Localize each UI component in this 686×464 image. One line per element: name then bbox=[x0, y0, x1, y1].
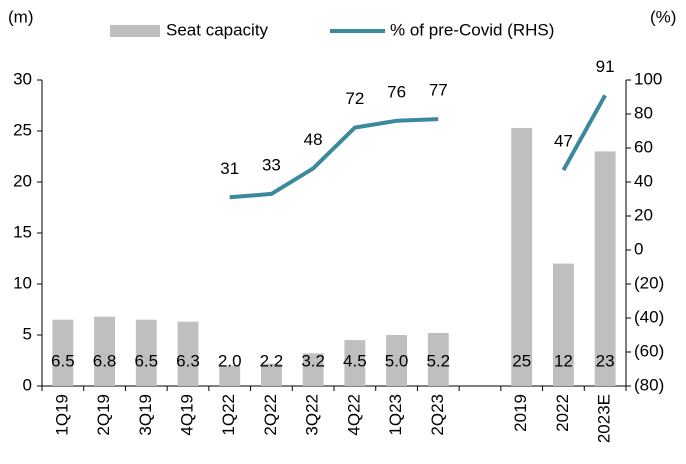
legend-label: Seat capacity bbox=[166, 20, 269, 39]
bar-value-label: 23 bbox=[596, 351, 615, 370]
line bbox=[229, 94, 607, 200]
y2-tick-label: 0 bbox=[634, 239, 643, 258]
x-tick-label: 3Q22 bbox=[303, 394, 322, 436]
y-tick-label: 25 bbox=[13, 120, 32, 139]
y-tick-label: 15 bbox=[13, 222, 32, 241]
bar-value-label: 12 bbox=[554, 351, 573, 370]
bar bbox=[52, 319, 74, 386]
y2-tick-label: (60) bbox=[634, 341, 664, 360]
line-value-label: 76 bbox=[387, 82, 406, 101]
line-value-label: 47 bbox=[554, 132, 573, 151]
x-tick-label: 1Q19 bbox=[52, 394, 71, 436]
line-value-label: 77 bbox=[429, 81, 448, 100]
bar bbox=[553, 263, 574, 386]
bar-value-label: 25 bbox=[512, 351, 531, 370]
x-tick-label: 1Q23 bbox=[386, 394, 405, 436]
bar-value-label: 6.5 bbox=[51, 351, 75, 370]
bar bbox=[386, 335, 407, 386]
legend-swatch bbox=[110, 25, 160, 37]
x-tick-label: 3Q19 bbox=[136, 394, 155, 436]
bar bbox=[594, 151, 616, 386]
bar-value-label: 4.5 bbox=[343, 351, 367, 370]
bar-value-label: 2.2 bbox=[260, 351, 284, 370]
bar bbox=[427, 332, 449, 386]
y2-tick-label: 100 bbox=[634, 69, 662, 88]
y-tick-label: 5 bbox=[23, 324, 32, 343]
x-tick-label: 1Q22 bbox=[219, 394, 238, 436]
bar bbox=[302, 353, 324, 386]
bar-value-label: 3.2 bbox=[301, 351, 325, 370]
y2-tick-label: 60 bbox=[634, 137, 653, 156]
y2-tick-label: (20) bbox=[634, 273, 664, 292]
y2-axis-label: (%) bbox=[650, 7, 676, 26]
bar-value-label: 6.8 bbox=[93, 351, 117, 370]
bar bbox=[94, 316, 115, 386]
y-tick-label: 0 bbox=[23, 375, 32, 394]
x-tick-label: 2023E bbox=[595, 394, 614, 443]
y-tick-label: 20 bbox=[13, 171, 32, 190]
y2-tick-label: 80 bbox=[634, 103, 653, 122]
legend-label: % of pre-Covid (RHS) bbox=[390, 20, 554, 39]
bar-value-label: 6.5 bbox=[134, 351, 158, 370]
bar-value-label: 5.2 bbox=[426, 351, 450, 370]
y-tick-label: 30 bbox=[13, 69, 32, 88]
bar-value-label: 5.0 bbox=[385, 351, 409, 370]
x-tick-label: 2019 bbox=[511, 394, 530, 432]
x-tick-label: 2Q23 bbox=[428, 394, 447, 436]
x-tick-label: 2Q19 bbox=[94, 394, 113, 436]
x-tick-label: 4Q19 bbox=[177, 394, 196, 436]
y-tick-label: 10 bbox=[13, 273, 32, 292]
bar-value-label: 2.0 bbox=[218, 351, 242, 370]
bar bbox=[135, 319, 157, 386]
y2-tick-label: (40) bbox=[634, 307, 664, 326]
bar bbox=[177, 321, 199, 386]
line-value-label: 31 bbox=[220, 159, 239, 178]
bar bbox=[261, 363, 282, 386]
line-value-label: 91 bbox=[596, 57, 615, 76]
y2-tick-label: 40 bbox=[634, 171, 653, 190]
y2-tick-label: 20 bbox=[634, 205, 653, 224]
x-tick-label: 2Q22 bbox=[261, 394, 280, 436]
bar bbox=[219, 365, 241, 386]
bar bbox=[511, 127, 533, 386]
line-value-label: 48 bbox=[304, 130, 323, 149]
x-tick-label: 2022 bbox=[553, 394, 572, 432]
y-axis-label: (m) bbox=[8, 7, 33, 26]
bar bbox=[344, 340, 366, 386]
line-value-label: 72 bbox=[345, 89, 364, 108]
x-tick-label: 4Q22 bbox=[344, 394, 363, 436]
y2-tick-label: (80) bbox=[634, 375, 664, 394]
bar-value-label: 6.3 bbox=[176, 351, 200, 370]
line-value-label: 33 bbox=[262, 155, 281, 174]
